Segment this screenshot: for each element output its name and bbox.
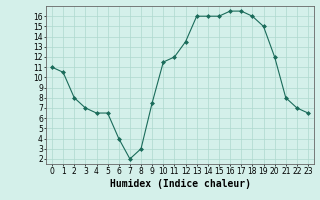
X-axis label: Humidex (Indice chaleur): Humidex (Indice chaleur) <box>109 179 251 189</box>
